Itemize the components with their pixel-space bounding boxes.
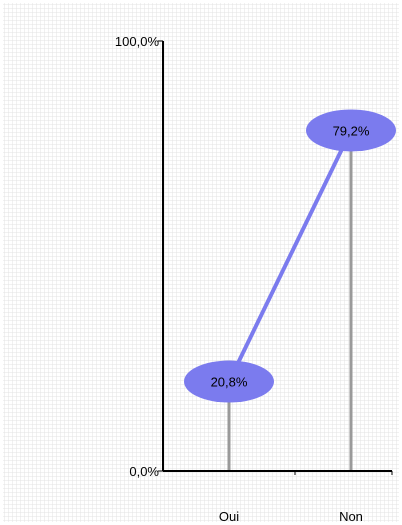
x-tick-label-non: Non — [339, 509, 363, 524]
series-line — [227, 129, 353, 383]
series-lines — [227, 129, 353, 383]
data-label-non: 79,2% — [333, 123, 370, 138]
plot-background — [3, 3, 399, 522]
x-tick-label-oui: Oui — [219, 509, 239, 524]
y-tick-label-1: 0,0% — [129, 464, 159, 479]
markers: 20,8% 79,2% — [184, 109, 396, 403]
axes — [158, 40, 393, 475]
data-label-oui: 20,8% — [211, 375, 248, 390]
data-point-non — [306, 109, 396, 152]
data-point-oui — [184, 360, 274, 403]
y-tick-label-0: 100,0% — [115, 34, 160, 49]
tick-labels: 100,0% 0,0% Oui Non — [115, 34, 363, 524]
